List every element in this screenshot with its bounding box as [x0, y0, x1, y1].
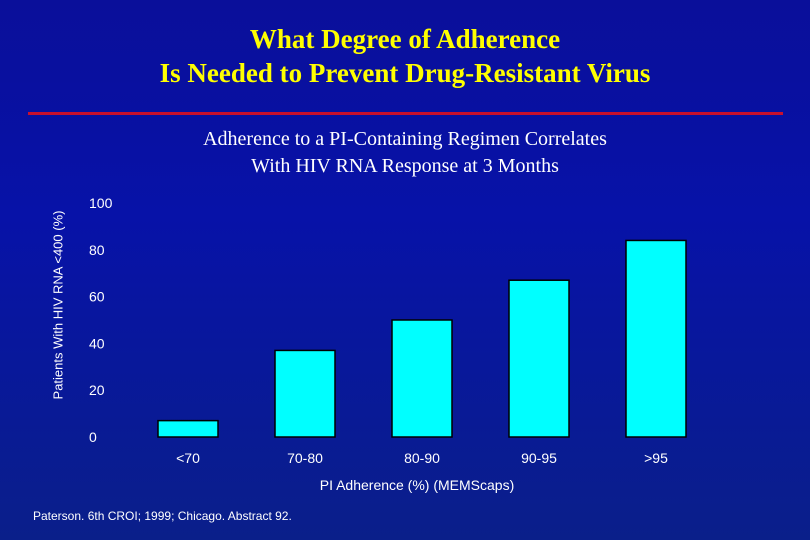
chart-title-line-2: With HIV RNA Response at 3 Months: [251, 155, 559, 177]
bar-0: [157, 419, 219, 438]
slide-title-line-2: Is Needed to Prevent Drug-Resistant Viru…: [159, 58, 651, 88]
chart-title-line-1: Adherence to a PI-Containing Regimen Cor…: [203, 128, 607, 150]
bar-2: [391, 319, 453, 438]
y-tick-label: 100: [89, 195, 113, 211]
source-citation: Paterson. 6th CROI; 1999; Chicago. Abstr…: [33, 509, 292, 523]
slide-title-line-1: What Degree of Adherence: [249, 24, 561, 54]
bar-1: [274, 349, 336, 438]
y-tick-label: 80: [89, 242, 105, 258]
y-tick-label: 20: [89, 382, 105, 398]
x-tick-label: <70: [176, 450, 200, 466]
x-tick-label: 80-90: [404, 450, 440, 466]
title-divider: [28, 112, 783, 115]
chart-title: Adherence to a PI-Containing Regimen Cor…: [80, 126, 730, 180]
y-tick-label: 60: [89, 289, 105, 305]
x-axis-label: PI Adherence (%) (MEMScaps): [320, 477, 515, 493]
slide-title: What Degree of Adherence Is Needed to Pr…: [0, 22, 810, 90]
x-tick-label: >95: [644, 450, 668, 466]
x-tick-label: 70-80: [287, 450, 323, 466]
y-tick-label: 40: [89, 335, 105, 351]
bar-4: [625, 239, 687, 438]
bar-3: [508, 279, 570, 438]
y-tick-label: 0: [89, 429, 97, 445]
x-tick-label: 90-95: [521, 450, 557, 466]
